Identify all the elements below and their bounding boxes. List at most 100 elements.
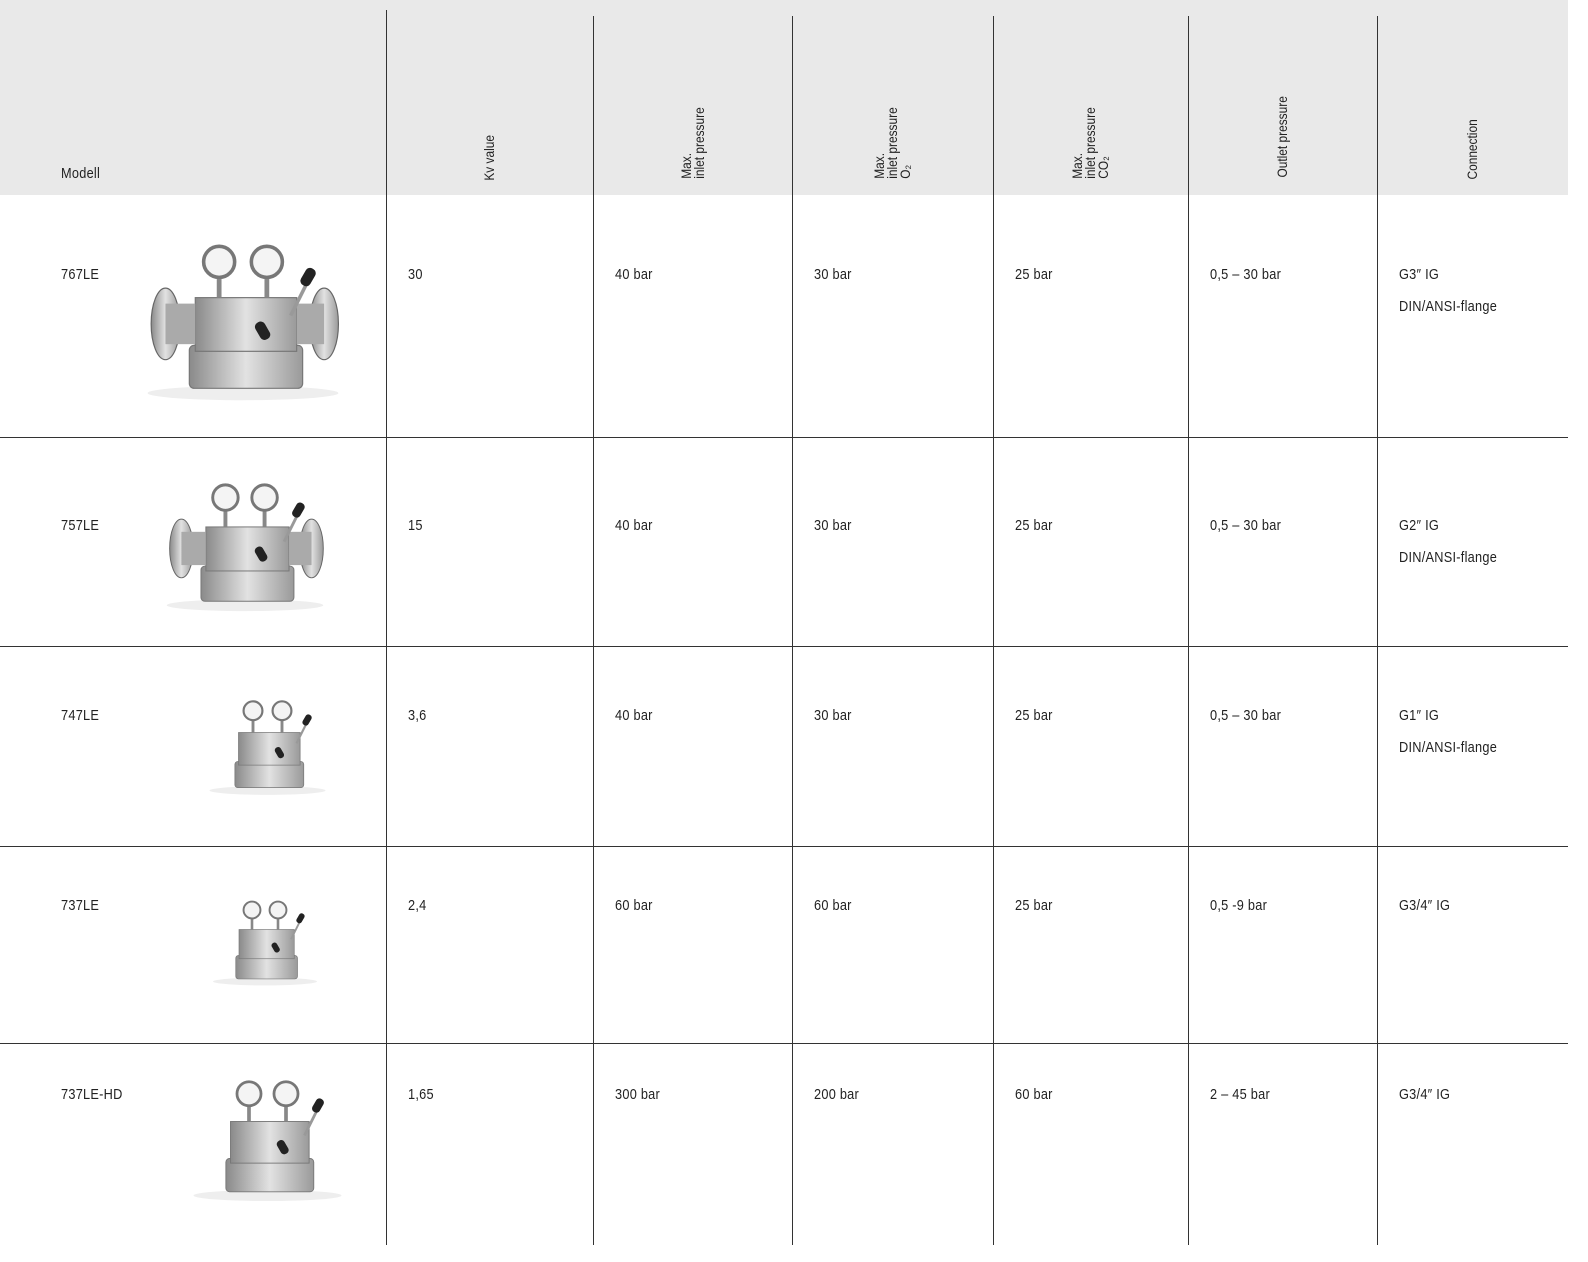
row-divider xyxy=(0,646,1568,647)
model-name: 737LE xyxy=(61,890,99,922)
table-cell: 0,5 – 30 bar xyxy=(1210,510,1281,542)
header-line: Connection xyxy=(1466,119,1479,179)
column-divider xyxy=(792,16,793,1245)
column-divider xyxy=(386,10,387,1245)
cell-line: 60 bar xyxy=(1015,1079,1053,1111)
cell-line: 40 bar xyxy=(615,700,653,732)
table-cell: 25 bar xyxy=(1015,510,1053,542)
row-divider xyxy=(0,846,1568,847)
table-cell: 60 bar xyxy=(615,890,653,922)
table-cell: 30 bar xyxy=(814,700,852,732)
cell-line: 300 bar xyxy=(615,1079,660,1111)
cell-line: DIN/ANSI-flange xyxy=(1399,291,1497,323)
header-line: Kv value xyxy=(483,135,496,181)
cell-line: 25 bar xyxy=(1015,700,1053,732)
table-cell: 1,65 xyxy=(408,1079,434,1111)
header-text: Kv value xyxy=(483,131,496,185)
table-cell: 60 bar xyxy=(1015,1079,1053,1111)
model-name: 757LE xyxy=(61,510,99,542)
table-cell: G3/4″ IG xyxy=(1399,1079,1450,1111)
column-divider xyxy=(993,16,994,1245)
product-image xyxy=(175,1070,360,1210)
product-image xyxy=(145,478,345,615)
cell-line: 30 bar xyxy=(814,700,852,732)
product-image xyxy=(195,686,340,808)
header-line: CO₂ xyxy=(1097,107,1110,178)
model-name: 747LE xyxy=(61,700,99,732)
header-cell: Kv value xyxy=(386,20,593,185)
cell-line: 25 bar xyxy=(1015,259,1053,291)
table-cell: 3,6 xyxy=(408,700,427,732)
cell-line: 60 bar xyxy=(615,890,653,922)
header-line: Outlet pressure xyxy=(1276,96,1289,177)
model-name: 737LE-HD xyxy=(61,1079,123,1111)
header-cell: Connection xyxy=(1377,20,1568,185)
table-cell: 30 bar xyxy=(814,259,852,291)
cell-line: 25 bar xyxy=(1015,890,1053,922)
table-cell: 200 bar xyxy=(814,1079,859,1111)
cell-line: 60 bar xyxy=(814,890,852,922)
row-divider xyxy=(0,1043,1568,1044)
cell-line: 30 bar xyxy=(814,259,852,291)
table-cell: 15 xyxy=(408,510,423,542)
product-image xyxy=(118,238,368,405)
spec-table: Modell Kv value Max.inlet pressure Max.inle… xyxy=(0,0,1588,1262)
table-cell: 2 – 45 bar xyxy=(1210,1079,1270,1111)
table-cell: 25 bar xyxy=(1015,700,1053,732)
cell-line: G3″ IG xyxy=(1399,259,1497,291)
model-name: 767LE xyxy=(61,259,99,291)
table-cell: 0,5 -9 bar xyxy=(1210,890,1267,922)
cell-line: G2″ IG xyxy=(1399,510,1497,542)
table-cell: 40 bar xyxy=(615,700,653,732)
cell-line: DIN/ANSI-flange xyxy=(1399,542,1497,574)
table-cell: 30 bar xyxy=(814,510,852,542)
cell-line: 30 xyxy=(408,259,423,291)
column-divider xyxy=(1377,16,1378,1245)
table-cell: 40 bar xyxy=(615,510,653,542)
header-cell: Modell xyxy=(61,158,100,190)
header-text: Connection xyxy=(1466,114,1479,185)
cell-line: 0,5 – 30 bar xyxy=(1210,510,1281,542)
table-cell: 0,5 – 30 bar xyxy=(1210,259,1281,291)
cell-line: 25 bar xyxy=(1015,510,1053,542)
table-cell: 30 xyxy=(408,259,423,291)
cell-line: 0,5 -9 bar xyxy=(1210,890,1267,922)
table-cell: 0,5 – 30 bar xyxy=(1210,700,1281,732)
cell-line: 0,5 – 30 bar xyxy=(1210,259,1281,291)
cell-line: G3/4″ IG xyxy=(1399,1079,1450,1111)
cell-line: 0,5 – 30 bar xyxy=(1210,700,1281,732)
row-divider xyxy=(0,437,1568,438)
cell-line: 2,4 xyxy=(408,890,427,922)
table-cell: 25 bar xyxy=(1015,890,1053,922)
cell-line: 200 bar xyxy=(814,1079,859,1111)
cell-line: 2 – 45 bar xyxy=(1210,1079,1270,1111)
table-cell: 2,4 xyxy=(408,890,427,922)
column-divider xyxy=(1188,16,1189,1245)
cell-line: DIN/ANSI-flange xyxy=(1399,732,1497,764)
header-cell: Max.inlet pressure xyxy=(593,20,792,185)
table-cell: 25 bar xyxy=(1015,259,1053,291)
header-line: O₂ xyxy=(899,107,912,178)
cell-line: 15 xyxy=(408,510,423,542)
header-text: Outlet pressure xyxy=(1276,89,1289,185)
table-cell: 60 bar xyxy=(814,890,852,922)
table-cell: G3/4″ IG xyxy=(1399,890,1450,922)
table-cell: 40 bar xyxy=(615,259,653,291)
cell-line: G1″ IG xyxy=(1399,700,1497,732)
table-cell: 300 bar xyxy=(615,1079,660,1111)
cell-line: G3/4″ IG xyxy=(1399,890,1450,922)
header-cell: Outlet pressure xyxy=(1188,20,1377,185)
column-divider xyxy=(593,16,594,1245)
header-text: Max.inlet pressure xyxy=(680,101,706,185)
cell-line: 40 bar xyxy=(615,259,653,291)
header-line: inlet pressure xyxy=(693,107,706,178)
cell-line: 40 bar xyxy=(615,510,653,542)
cell-line: 3,6 xyxy=(408,700,427,732)
